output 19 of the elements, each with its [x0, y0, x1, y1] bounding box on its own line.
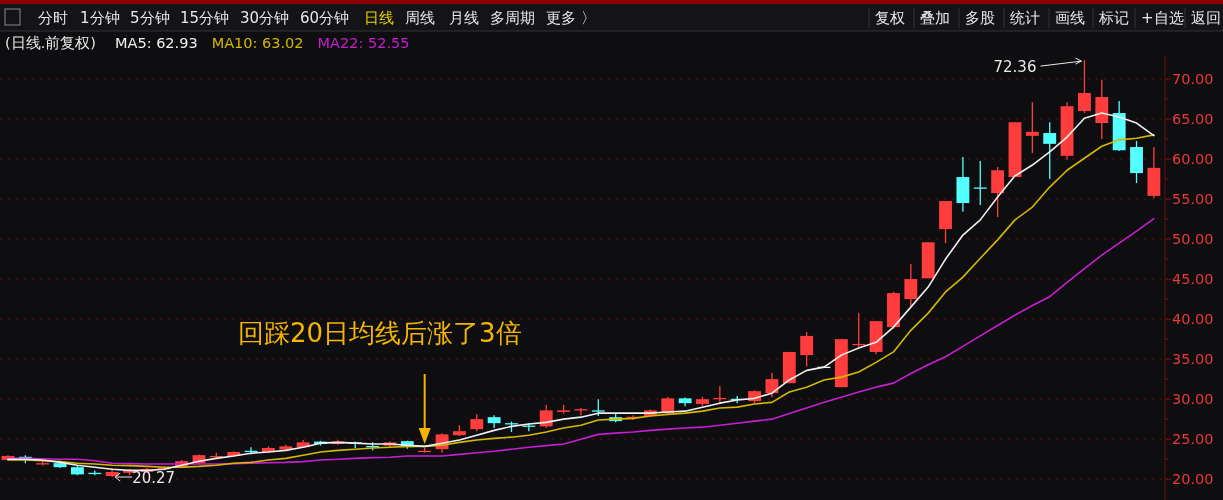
y-tick-label: 45.00	[1172, 271, 1214, 288]
y-tick-label: 60.00	[1172, 151, 1214, 168]
y-tick-label: 50.00	[1172, 231, 1214, 248]
y-tick-label: 40.00	[1172, 311, 1214, 328]
toolbar: 分时 1分钟 5分钟 15分钟 30分钟 60分钟 日线 周线 月线 多周期 更多 〉 复权 叠加 多股 统计 画线 标记 +自选 返回	[4, 7, 1221, 29]
annotation: 72.36	[993, 58, 1037, 77]
y-tick-label: 65.00	[1172, 111, 1214, 128]
y-tick-label: 70.00	[1172, 71, 1214, 88]
y-tick-label: 25.00	[1172, 431, 1214, 448]
y-tick-label: 35.00	[1172, 351, 1214, 368]
text: MA10: 63.02	[211, 35, 304, 51]
y-tick-label: 55.00	[1172, 191, 1214, 208]
chart-title: (日线.前复权)	[5, 35, 96, 51]
text: MA5: 62.93	[115, 35, 198, 51]
y-tick-label: 20.00	[1172, 471, 1214, 488]
annotation: 20.27	[132, 469, 176, 488]
annotation: 回踩20日均线后涨了3倍	[238, 318, 522, 348]
y-tick-label: 30.00	[1172, 391, 1214, 408]
text: MA22: 52.55	[317, 35, 410, 51]
